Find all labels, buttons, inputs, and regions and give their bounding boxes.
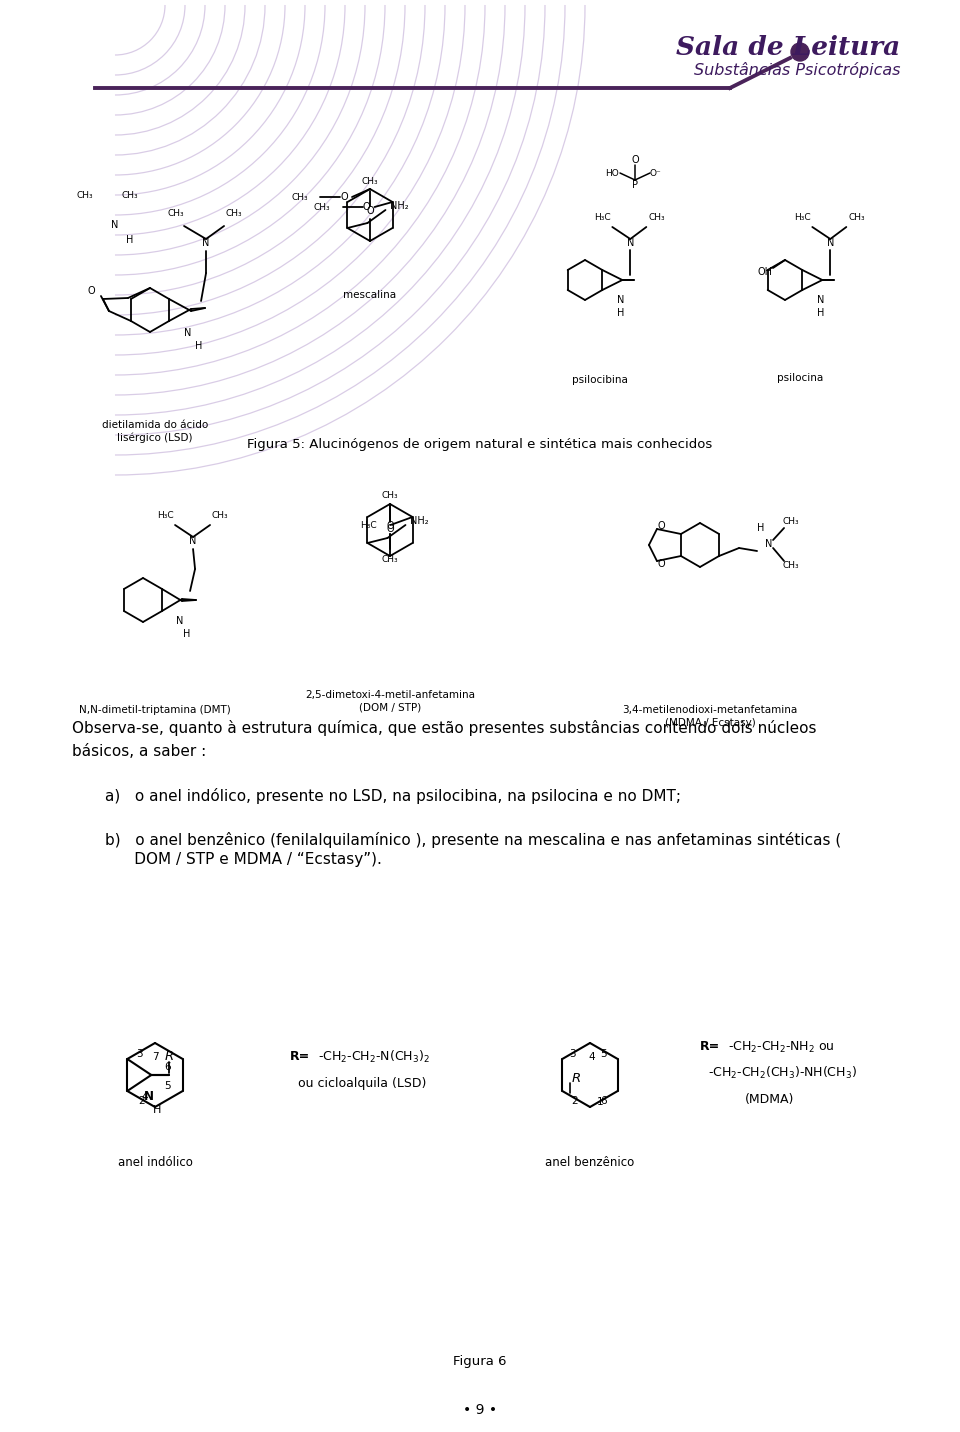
Text: -CH$_2$-CH$_2$-N(CH$_3$)$_2$: -CH$_2$-CH$_2$-N(CH$_3$)$_2$ bbox=[318, 1050, 430, 1065]
Text: H: H bbox=[153, 1106, 161, 1116]
Text: R: R bbox=[165, 1051, 174, 1064]
Text: CH₃: CH₃ bbox=[382, 491, 398, 501]
Text: b)   o anel benzênico (fenilalquilamínico ), presente na mescalina e nas anfetam: b) o anel benzênico (fenilalquilamínico … bbox=[105, 832, 841, 848]
Text: Substâncias Psicotrópicas: Substâncias Psicotrópicas bbox=[693, 62, 900, 77]
Text: 7: 7 bbox=[152, 1053, 158, 1063]
Text: N: N bbox=[765, 538, 773, 548]
Text: Figura 6: Figura 6 bbox=[453, 1355, 507, 1368]
Text: O: O bbox=[386, 524, 394, 534]
Text: O: O bbox=[658, 521, 664, 531]
Text: 3: 3 bbox=[569, 1050, 576, 1060]
Text: psilocibina: psilocibina bbox=[572, 375, 628, 385]
Text: CH₃: CH₃ bbox=[782, 517, 800, 526]
Text: (MDMA): (MDMA) bbox=[745, 1093, 794, 1106]
Text: lisérgico (LSD): lisérgico (LSD) bbox=[117, 432, 193, 444]
Text: ou cicloalquila (LSD): ou cicloalquila (LSD) bbox=[298, 1077, 426, 1090]
Text: CH₃: CH₃ bbox=[362, 176, 378, 186]
Text: psilocina: psilocina bbox=[777, 372, 823, 382]
Text: 2: 2 bbox=[138, 1095, 145, 1106]
Text: 1: 1 bbox=[597, 1097, 603, 1107]
Text: N,N-dimetil-triptamina (DMT): N,N-dimetil-triptamina (DMT) bbox=[79, 705, 230, 715]
Text: CH₃: CH₃ bbox=[77, 190, 93, 199]
Text: a)   o anel indólico, presente no LSD, na psilocibina, na psilocina e no DMT;: a) o anel indólico, presente no LSD, na … bbox=[105, 788, 681, 803]
Text: N: N bbox=[144, 1091, 155, 1104]
Text: 3: 3 bbox=[136, 1050, 143, 1060]
Text: DOM / STP e MDMA / “Ecstasy”).: DOM / STP e MDMA / “Ecstasy”). bbox=[105, 852, 382, 866]
Text: -CH$_2$-CH$_2$(CH$_3$)-NH(CH$_3$): -CH$_2$-CH$_2$(CH$_3$)-NH(CH$_3$) bbox=[708, 1065, 857, 1081]
Text: (DOM / STP): (DOM / STP) bbox=[359, 703, 421, 713]
Text: 4: 4 bbox=[588, 1053, 595, 1063]
Text: H: H bbox=[196, 341, 203, 351]
Circle shape bbox=[791, 43, 809, 62]
Text: O: O bbox=[340, 192, 348, 202]
Text: N: N bbox=[177, 616, 183, 626]
Text: N: N bbox=[817, 295, 824, 305]
Text: H₃C: H₃C bbox=[156, 510, 174, 520]
Text: O: O bbox=[631, 155, 638, 165]
Text: 6: 6 bbox=[600, 1095, 607, 1106]
Text: CH₃: CH₃ bbox=[122, 190, 138, 199]
Text: H: H bbox=[183, 629, 191, 639]
Text: O: O bbox=[386, 521, 394, 531]
Text: CH₃: CH₃ bbox=[648, 212, 664, 222]
Text: HO: HO bbox=[605, 169, 619, 178]
Text: CH₃: CH₃ bbox=[226, 209, 242, 218]
Text: N: N bbox=[827, 238, 834, 248]
Text: O: O bbox=[658, 558, 664, 569]
Text: CH₃: CH₃ bbox=[168, 209, 184, 218]
Text: 5: 5 bbox=[600, 1050, 607, 1060]
Text: anel benzênico: anel benzênico bbox=[545, 1157, 635, 1170]
Text: OH: OH bbox=[757, 266, 773, 276]
Text: H: H bbox=[616, 308, 624, 318]
Text: P: P bbox=[632, 180, 638, 190]
Text: • 9 •: • 9 • bbox=[463, 1403, 497, 1418]
Text: Observa-se, quanto à estrutura química, que estão presentes substâncias contendo: Observa-se, quanto à estrutura química, … bbox=[72, 720, 817, 736]
Text: R=: R= bbox=[700, 1041, 720, 1054]
Text: R=: R= bbox=[290, 1051, 310, 1064]
Text: NH₂: NH₂ bbox=[410, 516, 429, 526]
Text: 3,4-metilenodioxi-metanfetamina: 3,4-metilenodioxi-metanfetamina bbox=[622, 705, 798, 715]
Text: CH₃: CH₃ bbox=[848, 212, 865, 222]
Text: básicos, a saber :: básicos, a saber : bbox=[72, 745, 206, 759]
Text: N: N bbox=[627, 238, 634, 248]
Text: 2: 2 bbox=[571, 1095, 578, 1106]
Text: mescalina: mescalina bbox=[344, 291, 396, 299]
Text: 6: 6 bbox=[164, 1063, 171, 1073]
Text: H: H bbox=[127, 235, 133, 245]
Text: H₃C: H₃C bbox=[594, 212, 611, 222]
Text: H: H bbox=[757, 523, 765, 533]
Text: CH₃: CH₃ bbox=[314, 202, 330, 212]
Text: NH₂: NH₂ bbox=[390, 200, 409, 211]
Text: O: O bbox=[366, 206, 373, 216]
Text: Figura 5: Alucinógenos de origem natural e sintética mais conhecidos: Figura 5: Alucinógenos de origem natural… bbox=[248, 438, 712, 451]
Text: -CH$_2$-CH$_2$-NH$_2$ ou: -CH$_2$-CH$_2$-NH$_2$ ou bbox=[728, 1040, 834, 1054]
Text: (MDMA / Ecstasy): (MDMA / Ecstasy) bbox=[664, 717, 756, 727]
Text: H₃C: H₃C bbox=[360, 520, 376, 530]
Text: anel indólico: anel indólico bbox=[117, 1157, 192, 1170]
Text: O⁻: O⁻ bbox=[649, 169, 660, 178]
Text: N: N bbox=[616, 295, 624, 305]
Text: O: O bbox=[87, 286, 95, 296]
Text: N: N bbox=[203, 238, 209, 248]
Text: R: R bbox=[571, 1073, 581, 1085]
Text: 4: 4 bbox=[142, 1093, 148, 1103]
Text: CH₃: CH₃ bbox=[212, 510, 228, 520]
Text: 2,5-dimetoxi-4-metil-anfetamina: 2,5-dimetoxi-4-metil-anfetamina bbox=[305, 690, 475, 700]
Text: dietilamida do ácido: dietilamida do ácido bbox=[102, 420, 208, 430]
Text: CH₃: CH₃ bbox=[292, 192, 308, 202]
Text: CH₃: CH₃ bbox=[382, 554, 398, 564]
Text: H: H bbox=[817, 308, 824, 318]
Text: 5: 5 bbox=[164, 1081, 171, 1091]
Text: N: N bbox=[189, 536, 197, 546]
Text: Sala de Leitura: Sala de Leitura bbox=[676, 34, 900, 60]
Text: O: O bbox=[363, 202, 371, 212]
Text: CH₃: CH₃ bbox=[782, 561, 800, 570]
Text: N: N bbox=[184, 328, 192, 338]
Text: N: N bbox=[111, 221, 119, 231]
Text: H₃C: H₃C bbox=[794, 212, 810, 222]
